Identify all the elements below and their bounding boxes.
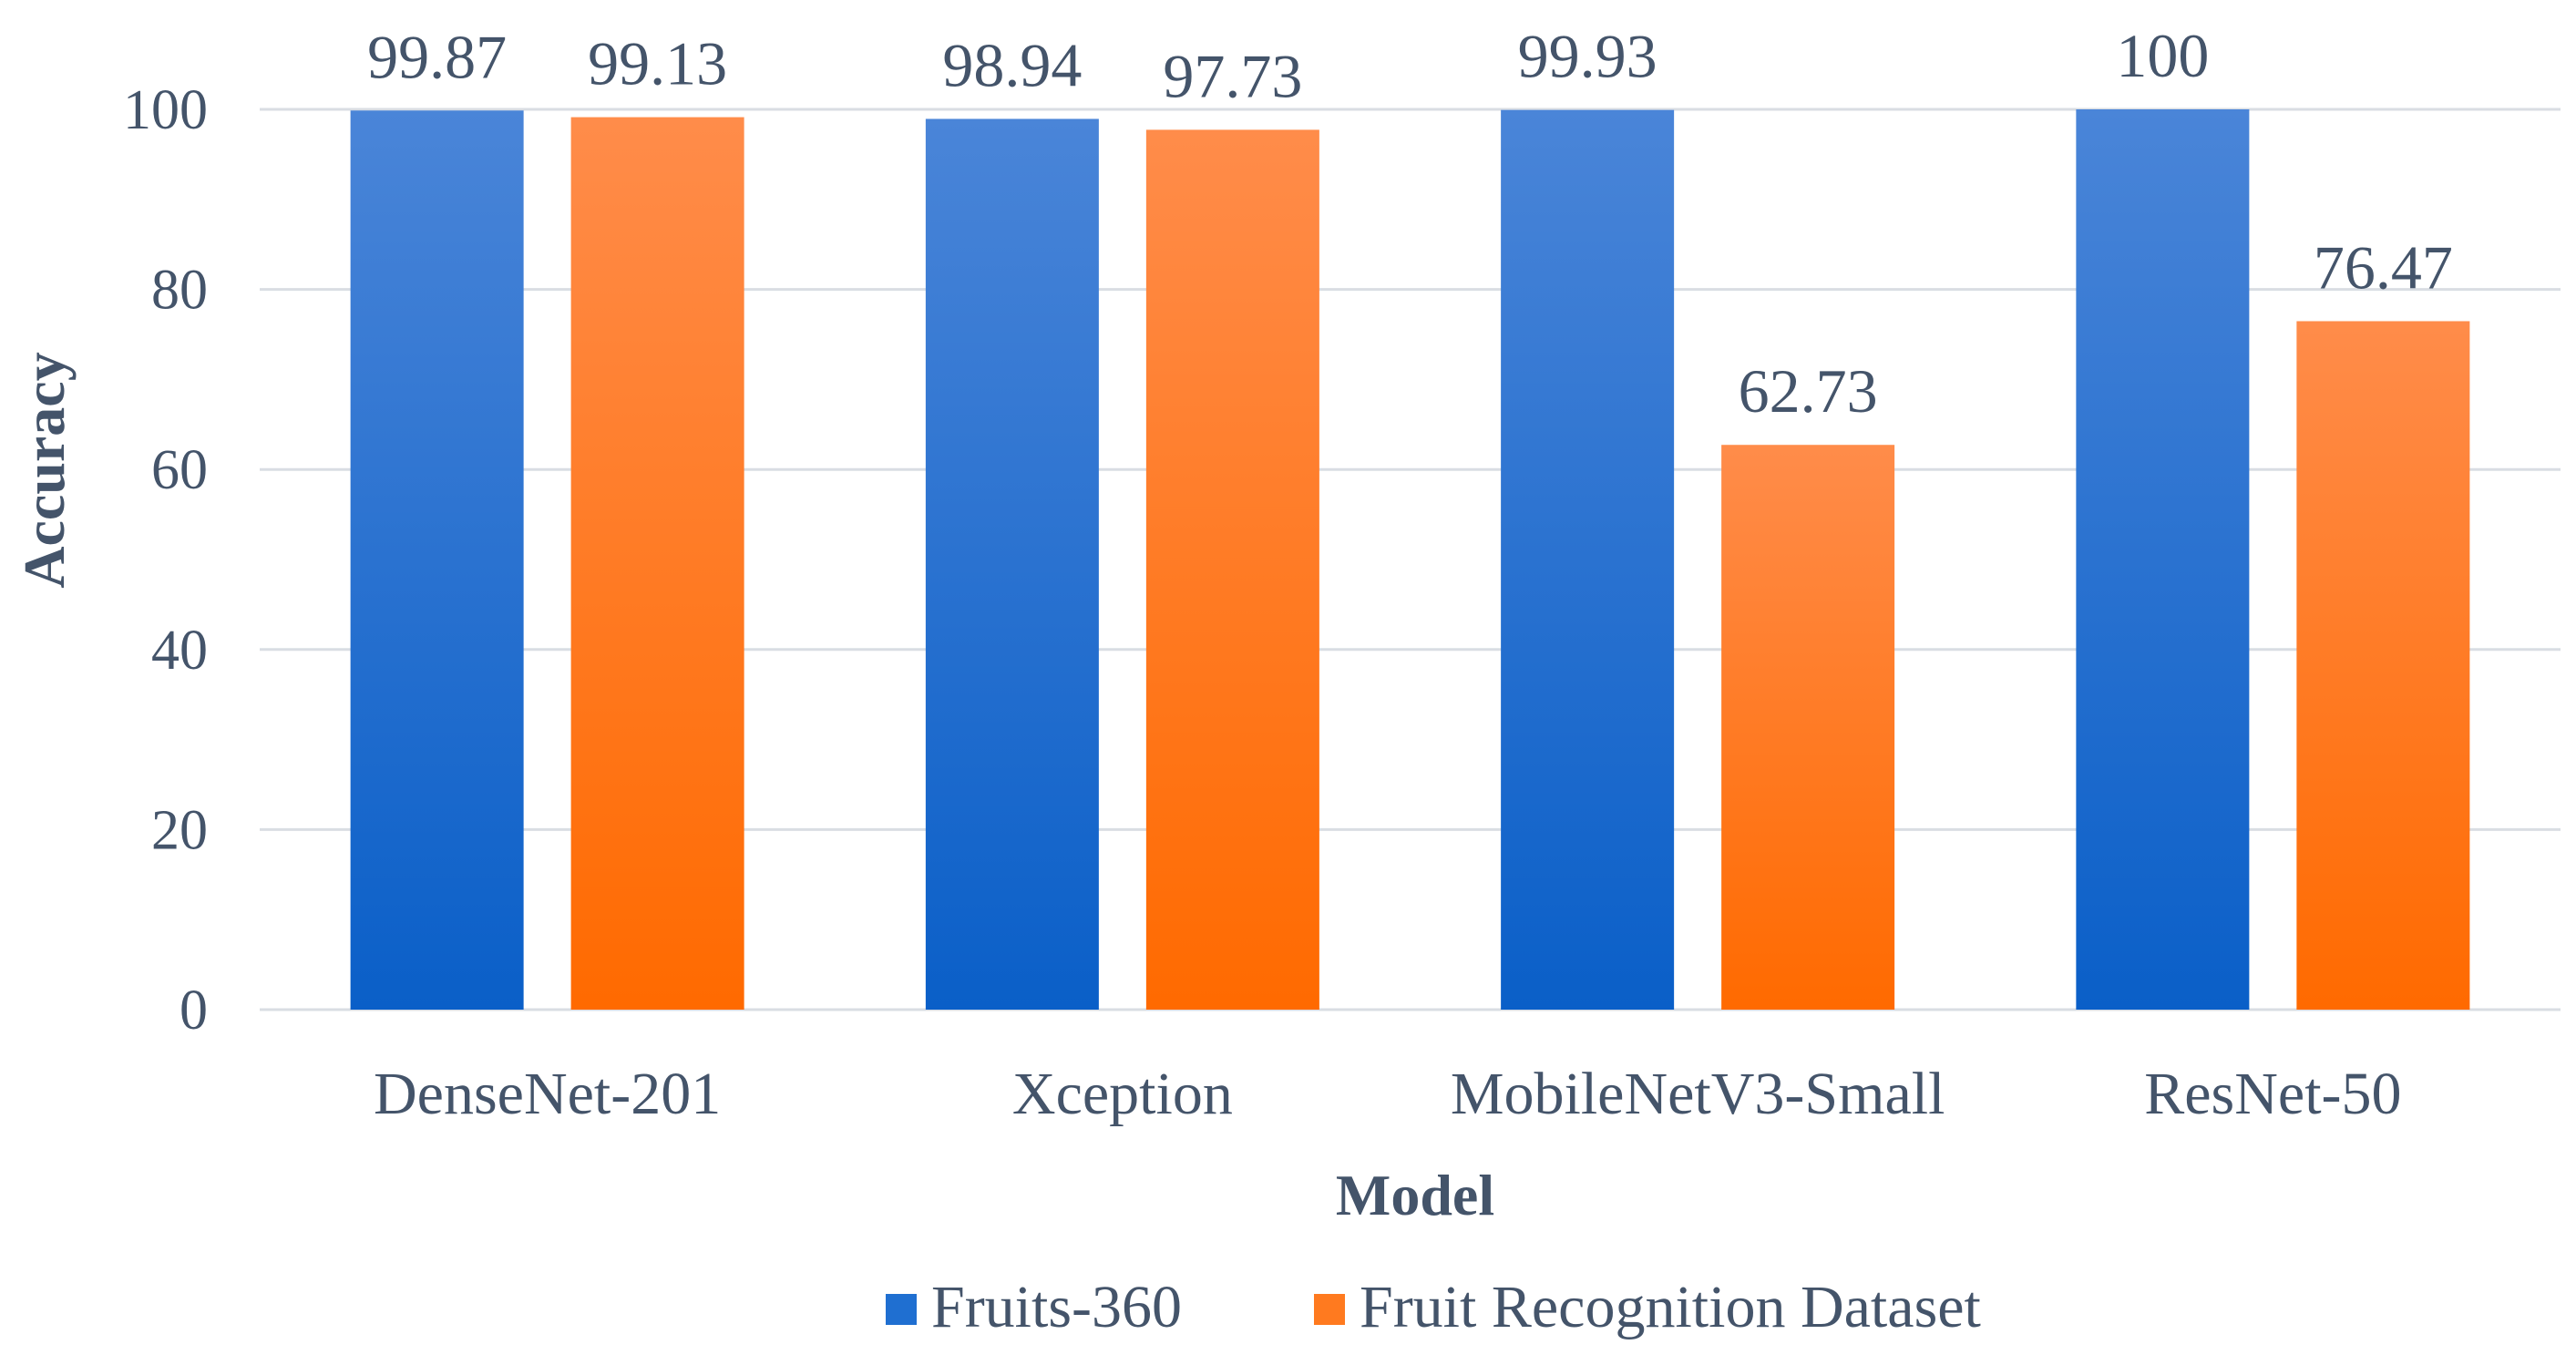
x-axis-categories: DenseNet-201 Xception MobileNetV3-Small Res…	[374, 1061, 2402, 1127]
bars	[350, 109, 2470, 1011]
data-label-fruits-360: 98.94	[942, 30, 1082, 99]
y-tick-label: 0	[180, 980, 208, 1042]
legend-label-fruits-360: Fruits-360	[931, 1274, 1182, 1340]
bar-fruits-360	[1501, 109, 1675, 1011]
bar-fruit-recognition-dataset	[570, 117, 744, 1011]
data-label-fruits-360: 99.93	[1518, 22, 1657, 91]
y-tick-label: 40	[151, 620, 208, 682]
legend-swatch-fruits-360	[886, 1294, 917, 1325]
legend-swatch-fruit-recognition-dataset	[1314, 1294, 1345, 1325]
x-axis-title: Model	[1336, 1163, 1494, 1227]
y-axis-title: Accuracy	[12, 352, 77, 588]
legend: Fruits-360 Fruit Recognition Dataset	[886, 1274, 1981, 1340]
bar-fruit-recognition-dataset	[2296, 321, 2470, 1010]
data-label-fruit-recognition-dataset: 99.13	[588, 29, 727, 98]
bar-fruits-360	[350, 110, 524, 1010]
y-tick-label: 80	[151, 260, 208, 322]
bar-fruit-recognition-dataset	[1145, 129, 1319, 1010]
x-category-label: Xception	[1012, 1061, 1233, 1127]
data-label-fruits-360: 99.87	[367, 22, 507, 91]
y-axis-ticks: 0 20 40 60 80 100	[123, 79, 208, 1042]
legend-label-fruit-recognition-dataset: Fruit Recognition Dataset	[1360, 1274, 1981, 1340]
x-category-label: MobileNetV3-Small	[1451, 1061, 1945, 1127]
data-label-fruits-360: 100	[2116, 21, 2209, 90]
bar-fruits-360	[925, 118, 1099, 1011]
y-tick-label: 20	[151, 799, 208, 861]
data-label-fruit-recognition-dataset: 62.73	[1739, 356, 1878, 426]
x-category-label: DenseNet-201	[374, 1061, 721, 1127]
data-labels: 99.87 99.13 98.94 97.73 99.93 62.73 100 76.47	[367, 21, 2453, 426]
bar-fruits-360	[2076, 109, 2250, 1010]
y-tick-label: 100	[123, 79, 208, 141]
bar-fruit-recognition-dataset	[1721, 445, 1895, 1010]
data-label-fruit-recognition-dataset: 97.73	[1163, 41, 1302, 110]
y-tick-label: 60	[151, 439, 208, 501]
x-category-label: ResNet-50	[2144, 1061, 2401, 1127]
data-label-fruit-recognition-dataset: 76.47	[2314, 232, 2453, 302]
